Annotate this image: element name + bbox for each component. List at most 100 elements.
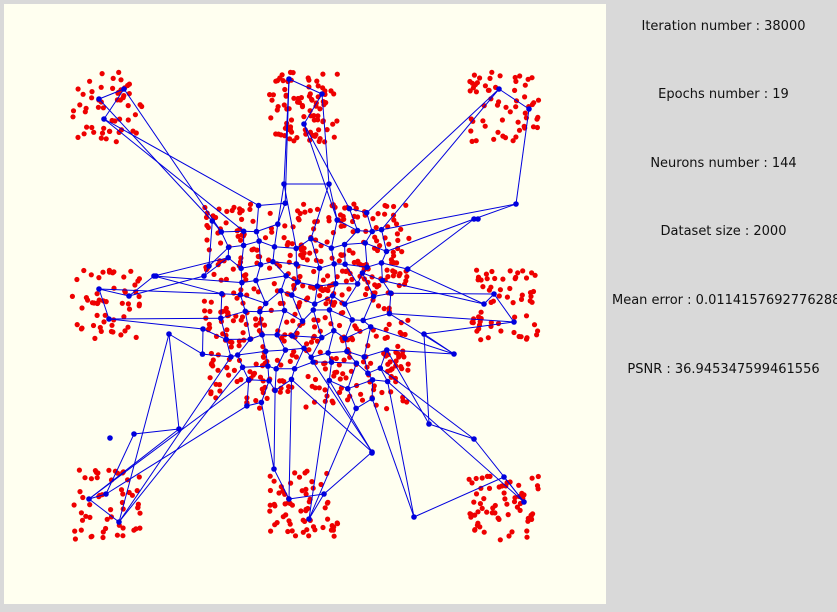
neuron bbox=[103, 491, 109, 497]
data-point bbox=[113, 139, 119, 145]
neuron bbox=[328, 245, 335, 251]
data-point bbox=[403, 202, 409, 208]
neuron-link bbox=[291, 320, 303, 337]
neuron bbox=[262, 300, 269, 307]
neuron bbox=[526, 106, 532, 112]
neuron-link bbox=[103, 118, 245, 232]
data-point bbox=[517, 73, 523, 79]
data-point bbox=[322, 366, 328, 372]
data-point bbox=[386, 241, 392, 247]
neuron-link bbox=[328, 362, 332, 381]
data-point bbox=[310, 132, 316, 138]
neuron bbox=[223, 336, 229, 343]
data-point bbox=[224, 365, 230, 371]
data-point bbox=[516, 127, 523, 133]
neuron-link bbox=[274, 378, 292, 391]
data-point bbox=[289, 528, 295, 534]
neuron bbox=[293, 245, 300, 252]
data-point bbox=[118, 332, 124, 338]
neuron-link bbox=[381, 262, 383, 281]
data-point bbox=[515, 270, 521, 276]
data-point bbox=[111, 269, 117, 275]
data-point bbox=[320, 71, 326, 77]
neuron-link bbox=[294, 361, 314, 370]
data-point bbox=[389, 366, 395, 372]
data-point bbox=[525, 76, 531, 82]
data-point bbox=[518, 296, 525, 302]
data-point bbox=[364, 286, 370, 292]
data-point bbox=[480, 284, 486, 290]
neuron-link bbox=[333, 263, 337, 284]
neuron-link bbox=[327, 330, 335, 354]
data-point bbox=[391, 203, 397, 210]
neuron bbox=[238, 265, 244, 272]
neuron bbox=[245, 377, 252, 383]
neuron-link bbox=[128, 275, 205, 297]
data-point bbox=[498, 328, 504, 334]
neuron-link bbox=[240, 294, 266, 304]
data-point bbox=[482, 83, 488, 89]
data-point bbox=[267, 265, 273, 271]
neuron bbox=[262, 348, 269, 355]
data-point bbox=[257, 405, 263, 411]
dataset-size-label: Dataset size : 2000 bbox=[660, 224, 787, 239]
data-point bbox=[312, 376, 319, 383]
data-point bbox=[275, 104, 281, 110]
neuron-link bbox=[344, 319, 353, 339]
data-point bbox=[384, 406, 390, 412]
data-point bbox=[382, 211, 388, 217]
data-point bbox=[496, 293, 502, 299]
data-point bbox=[247, 369, 253, 375]
neuron-link bbox=[272, 261, 287, 277]
neuron-link bbox=[98, 288, 130, 297]
neuron-link bbox=[365, 242, 387, 252]
data-point bbox=[290, 70, 296, 76]
neuron bbox=[253, 277, 259, 284]
data-point bbox=[285, 388, 291, 394]
data-point bbox=[120, 525, 126, 531]
data-point bbox=[389, 260, 395, 266]
data-point bbox=[100, 105, 106, 111]
data-point bbox=[510, 300, 516, 306]
data-point bbox=[132, 112, 138, 118]
data-point bbox=[482, 123, 488, 129]
data-point bbox=[495, 515, 501, 521]
data-point bbox=[506, 533, 512, 539]
neuron bbox=[218, 229, 225, 235]
data-point bbox=[473, 138, 479, 144]
data-point bbox=[224, 327, 230, 333]
neuron-link bbox=[168, 333, 203, 355]
neuron bbox=[257, 261, 264, 268]
data-point bbox=[517, 507, 523, 513]
data-point bbox=[535, 97, 542, 103]
neuron-link bbox=[344, 230, 358, 245]
neuron-link bbox=[255, 275, 287, 281]
data-point bbox=[385, 274, 391, 280]
data-point bbox=[271, 478, 277, 484]
neuron bbox=[258, 399, 265, 406]
data-point bbox=[325, 516, 331, 522]
data-point bbox=[324, 239, 330, 245]
data-point bbox=[79, 325, 85, 331]
neuron bbox=[301, 121, 307, 127]
data-point bbox=[334, 118, 340, 124]
neuron-link bbox=[261, 334, 267, 352]
neuron-link bbox=[473, 203, 517, 220]
neuron-link bbox=[240, 245, 245, 269]
data-point bbox=[262, 235, 269, 241]
data-point bbox=[74, 322, 80, 328]
neuron bbox=[240, 242, 247, 249]
neuron-link bbox=[291, 335, 305, 349]
neuron bbox=[334, 217, 341, 223]
data-point bbox=[382, 202, 388, 209]
neuron-link bbox=[388, 293, 392, 314]
neuron-link bbox=[274, 368, 277, 391]
data-point bbox=[72, 536, 78, 542]
data-point bbox=[87, 514, 93, 520]
data-point bbox=[302, 209, 308, 215]
data-point bbox=[283, 93, 289, 99]
data-point bbox=[337, 376, 343, 382]
neuron-link bbox=[118, 366, 243, 523]
neuron bbox=[369, 395, 376, 402]
data-point bbox=[375, 303, 382, 309]
